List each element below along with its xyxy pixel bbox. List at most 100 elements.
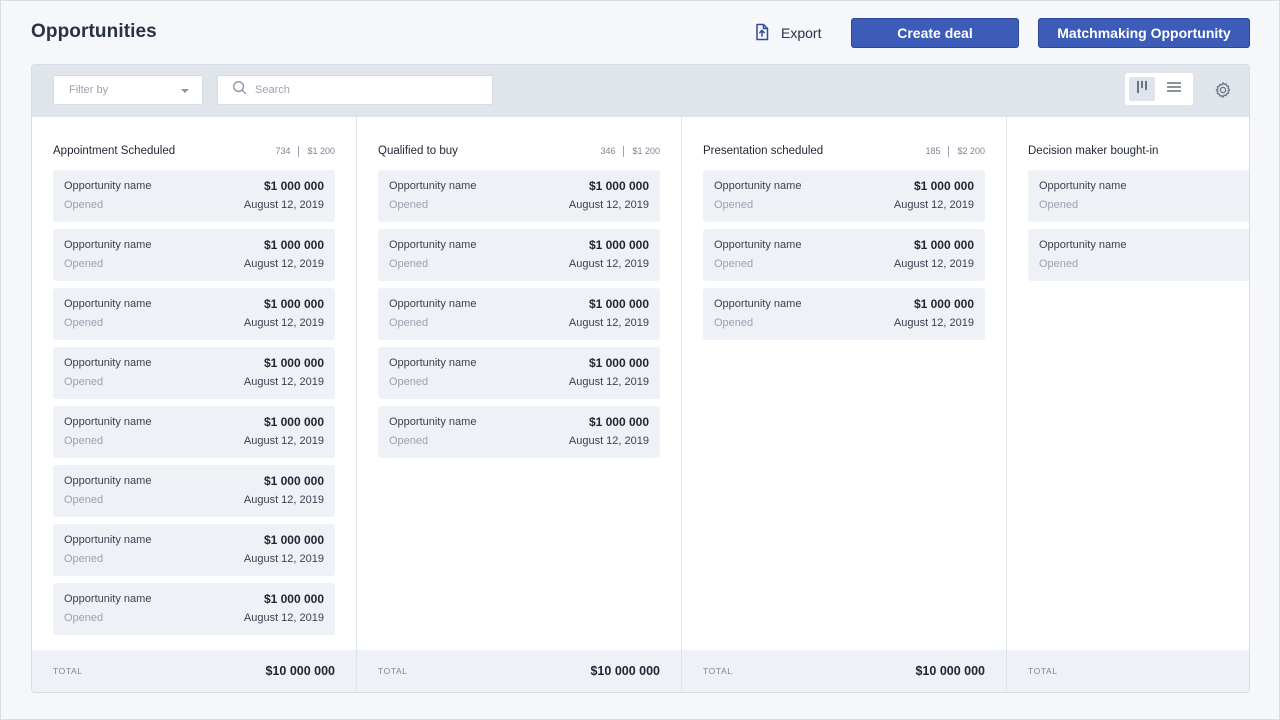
opportunity-status: Opened [64, 258, 104, 270]
pipeline-columns: Appointment Scheduled 734 $1 200 Opportu… [32, 117, 1249, 692]
kanban-view-button[interactable] [1129, 77, 1155, 101]
stats-divider [948, 145, 950, 157]
opportunity-status: Opened [1039, 258, 1079, 270]
column-header: Presentation scheduled 185 $2 200 [703, 143, 985, 159]
column-count: 734 [275, 146, 291, 156]
opportunity-card[interactable]: Opportunity name $1 000 000 Opened Augus… [53, 583, 335, 635]
opportunity-card[interactable]: Opportunity name $1 000 000 Opened Augus… [378, 406, 660, 458]
opportunity-card[interactable]: Opportunity name $1 000 000 Opened Augus… [378, 229, 660, 281]
opportunity-name: Opportunity name [714, 298, 802, 310]
total-label: TOTAL [53, 666, 83, 676]
column-count: 346 [600, 146, 616, 156]
opportunity-date: August 12, 2019 [893, 258, 974, 270]
opportunity-date: August 12, 2019 [568, 317, 649, 329]
opportunity-status: Opened [714, 317, 754, 329]
opportunity-card[interactable]: Opportunity name $1 000 000 Opened Augus… [53, 465, 335, 517]
opportunity-amount: $1 000 000 [263, 415, 324, 429]
settings-gear-icon[interactable] [1214, 81, 1232, 99]
opportunity-date: August 12, 2019 [568, 435, 649, 447]
stats-divider [623, 145, 625, 157]
opportunity-status: Opened [64, 376, 104, 388]
pipeline-column: Qualified to buy 346 $1 200 Opportunity … [357, 117, 682, 692]
opportunity-amount: $1 000 000 [263, 474, 324, 488]
opportunity-amount: $1 000 000 [588, 179, 649, 193]
opportunity-amount: $1 000 000 [588, 238, 649, 252]
create-deal-button[interactable]: Create deal [851, 18, 1019, 48]
search-input[interactable] [255, 84, 475, 96]
board-toolbar: Filter by [32, 65, 1249, 117]
pipeline-board: Filter by [31, 64, 1250, 693]
total-value: $10 000 000 [915, 664, 985, 678]
opportunity-status: Opened [714, 258, 754, 270]
column-total: TOTAL $10 000 000 [32, 650, 356, 692]
opportunity-card[interactable]: Opportunity name $1 000 000 Opened Augus… [53, 229, 335, 281]
opportunity-amount: $1 000 000 [263, 238, 324, 252]
opportunity-card[interactable]: Opportunity name $1 000 000 Opened Augus… [703, 170, 985, 222]
opportunity-date: August 12, 2019 [243, 376, 324, 388]
opportunity-amount: $1 000 000 [263, 592, 324, 606]
column-total: TOTAL $10 000 000 [682, 650, 1006, 692]
total-label: TOTAL [1028, 666, 1058, 676]
opportunity-amount: $1 000 000 [913, 297, 974, 311]
opportunity-name: Opportunity name [389, 180, 477, 192]
opportunity-card[interactable]: Opportunity name $1 000 000 Opened Augus… [53, 524, 335, 576]
opportunity-name: Opportunity name [389, 416, 477, 428]
opportunity-amount: $1 000 000 [913, 238, 974, 252]
column-title: Presentation scheduled [703, 145, 824, 157]
column-amount: $1 200 [632, 146, 660, 156]
list-view-button[interactable] [1161, 77, 1187, 101]
filter-placeholder: Filter by [69, 84, 109, 96]
opportunity-card[interactable]: Opportunity name $1 000 000 Opened Augus… [53, 288, 335, 340]
page-title: Opportunities [31, 21, 157, 42]
opportunity-date: August 12, 2019 [243, 435, 324, 447]
export-icon [753, 23, 771, 44]
opportunity-name: Opportunity name [64, 593, 152, 605]
opportunity-name: Opportunity name [64, 534, 152, 546]
opportunity-card[interactable]: Opportunity name $1 000 000 Opened Augus… [53, 170, 335, 222]
opportunity-card[interactable]: Opportunity name $1 000 000 Opened Augus… [703, 229, 985, 281]
export-label: Export [781, 25, 822, 41]
opportunity-date: August 12, 2019 [568, 258, 649, 270]
card-list: Opportunity name $1 000 000 Opened Augus… [703, 170, 985, 347]
opportunity-card[interactable]: Opportunity name $1 000 000 Opened Augus… [378, 170, 660, 222]
total-label: TOTAL [378, 666, 408, 676]
opportunity-amount: $1 000 000 [588, 297, 649, 311]
pipeline-column: Decision maker bought-in 3 Opportunity n… [1007, 117, 1249, 692]
total-value: $10 000 000 [590, 664, 660, 678]
matchmaking-opportunity-button[interactable]: Matchmaking Opportunity [1038, 18, 1250, 48]
opportunity-card[interactable]: Opportunity name $1 Opened August [1028, 170, 1249, 222]
opportunity-status: Opened [64, 494, 104, 506]
search-box[interactable] [217, 75, 493, 105]
opportunity-date: August 12, 2019 [243, 199, 324, 211]
opportunity-name: Opportunity name [1039, 180, 1127, 192]
export-button[interactable]: Export [753, 21, 821, 45]
opportunity-name: Opportunity name [1039, 239, 1127, 251]
opportunity-date: August 12, 2019 [893, 317, 974, 329]
card-list: Opportunity name $1 000 000 Opened Augus… [378, 170, 660, 465]
opportunity-card[interactable]: Opportunity name $1 000 000 Opened Augus… [703, 288, 985, 340]
column-amount: $2 200 [957, 146, 985, 156]
opportunity-name: Opportunity name [389, 239, 477, 251]
column-header: Appointment Scheduled 734 $1 200 [53, 143, 335, 159]
card-list: Opportunity name $1 Opened August Opport… [1028, 170, 1249, 288]
opportunity-status: Opened [389, 317, 429, 329]
opportunity-status: Opened [389, 435, 429, 447]
opportunity-card[interactable]: Opportunity name $1 000 000 Opened Augus… [378, 288, 660, 340]
opportunity-name: Opportunity name [64, 475, 152, 487]
opportunity-card[interactable]: Opportunity name $1 Opened August [1028, 229, 1249, 281]
opportunity-amount: $1 000 000 [263, 356, 324, 370]
opportunity-status: Opened [64, 317, 104, 329]
filter-dropdown[interactable]: Filter by [53, 75, 203, 105]
opportunity-card[interactable]: Opportunity name $1 000 000 Opened Augus… [53, 406, 335, 458]
opportunity-amount: $1 000 000 [263, 297, 324, 311]
opportunity-date: August 12, 2019 [243, 494, 324, 506]
stats-divider [298, 145, 300, 157]
opportunity-card[interactable]: Opportunity name $1 000 000 Opened Augus… [53, 347, 335, 399]
opportunity-amount: $1 000 000 [913, 179, 974, 193]
opportunity-status: Opened [1039, 199, 1079, 211]
opportunity-card[interactable]: Opportunity name $1 000 000 Opened Augus… [378, 347, 660, 399]
opportunity-name: Opportunity name [389, 357, 477, 369]
column-count: 185 [925, 146, 941, 156]
column-total: TOTAL $10 000 000 [357, 650, 681, 692]
opportunity-status: Opened [714, 199, 754, 211]
